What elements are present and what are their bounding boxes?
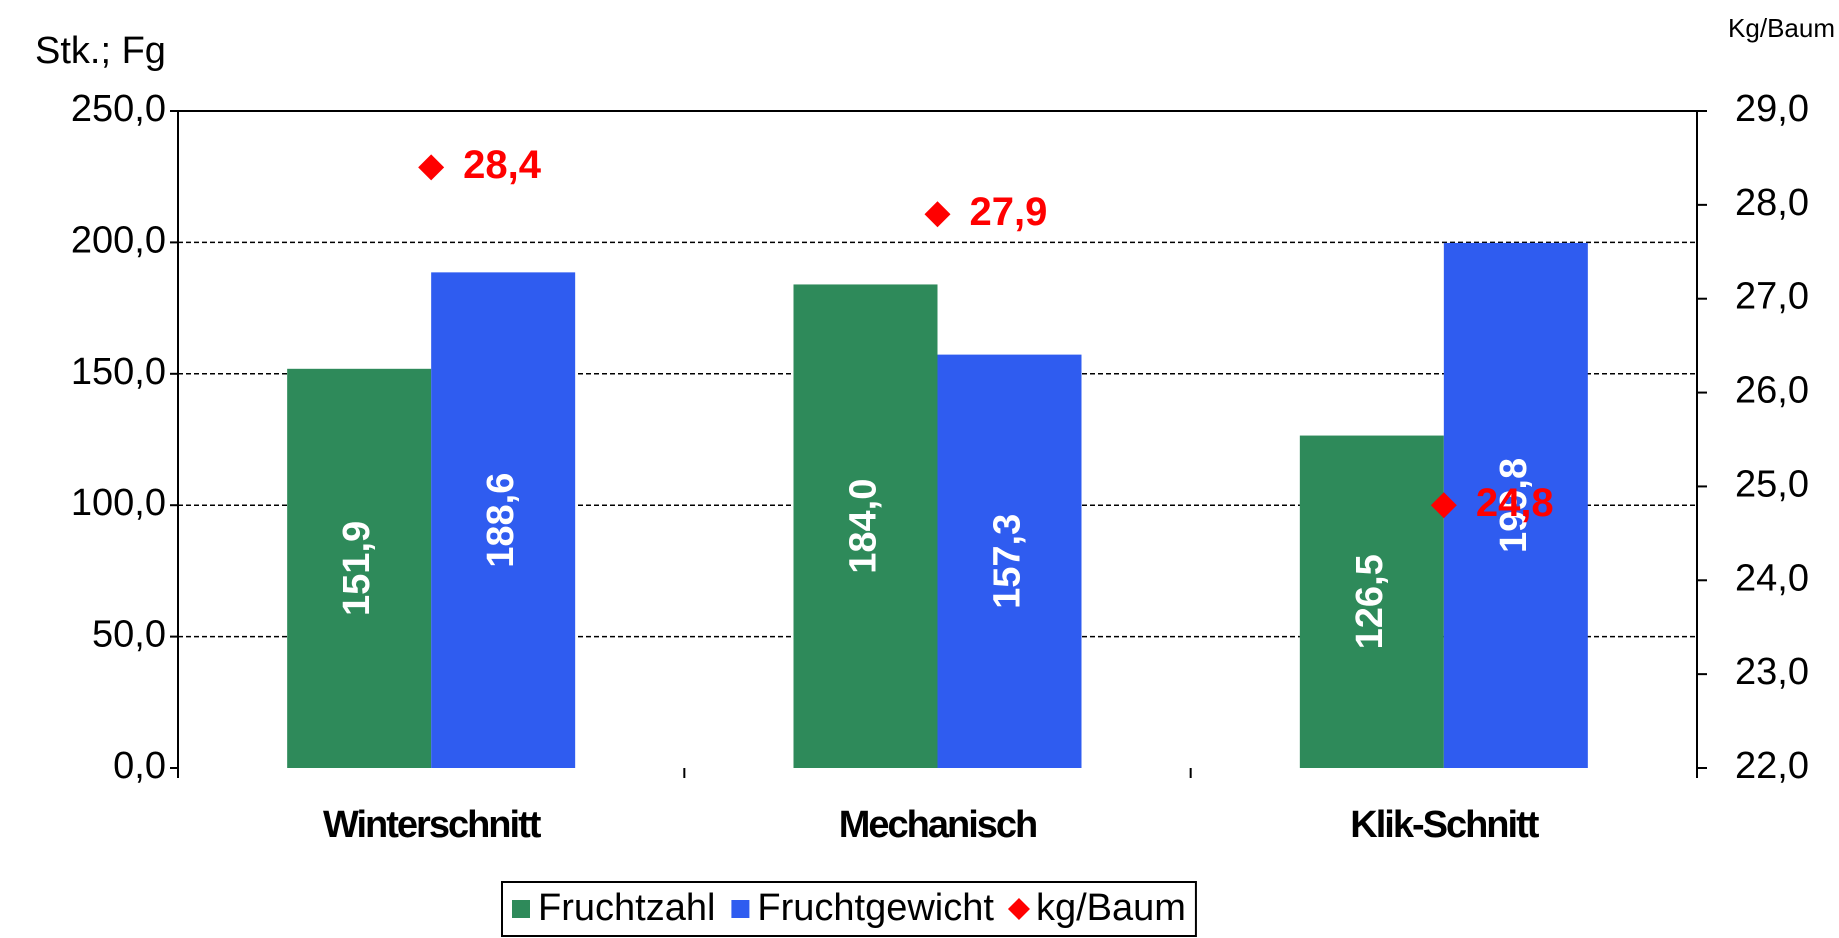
bar-value-label: 188,6 [480,473,522,568]
y2-tick-label: 27,0 [1735,276,1809,318]
y2-tick-label: 29,0 [1735,88,1809,130]
bar-value-label: 151,9 [336,521,378,616]
bar-value-label: 157,3 [987,514,1029,609]
y-tick-label: 0,0 [113,745,166,787]
y2-tick-label: 28,0 [1735,182,1809,224]
marker-value-label: 24,8 [1476,481,1554,525]
marker [418,154,445,181]
y-tick-label: 200,0 [71,219,166,261]
y-tick-label: 250,0 [71,88,166,130]
x-tick-label: Winterschnitt [323,804,542,846]
legend-label: Fruchtgewicht [757,887,994,929]
bar [287,368,432,768]
x-tick-label: Mechanisch [839,804,1037,846]
y2-axis-title: Kg/Baum [1728,13,1835,43]
legend-swatch [512,900,530,918]
y-axis-title: Stk.; Fg [35,30,166,72]
bar [937,354,1082,768]
y2-tick-label: 26,0 [1735,370,1809,412]
marker [924,201,951,228]
y2-tick-label: 25,0 [1735,463,1809,505]
legend-label: Fruchtzahl [538,887,715,929]
legend-box [501,881,1197,937]
y2-tick-label: 24,0 [1735,557,1809,599]
bar-value-label: 199,8 [1493,458,1535,553]
bar [1443,242,1588,768]
y-tick-label: 100,0 [71,482,166,524]
y-tick-label: 50,0 [92,614,166,656]
bar [1299,435,1444,768]
x-tick-label: Klik-Schnitt [1350,804,1539,846]
marker-value-label: 28,4 [463,143,542,187]
bar-value-label: 184,0 [843,479,885,574]
y2-tick-label: 23,0 [1735,651,1809,693]
marker [1430,492,1457,519]
marker-value-label: 27,9 [970,190,1048,234]
y-tick-label: 150,0 [71,351,166,393]
legend-label: kg/Baum [1036,887,1186,929]
bar-value-label: 126,5 [1349,554,1391,649]
legend: Fruchtzahl Fruchtgewicht kg/Baum [501,881,1197,937]
y2-tick-label: 22,0 [1735,745,1809,787]
bar [431,272,576,768]
legend-swatch [731,900,750,918]
bar [793,284,938,768]
legend-swatch [1007,898,1030,920]
